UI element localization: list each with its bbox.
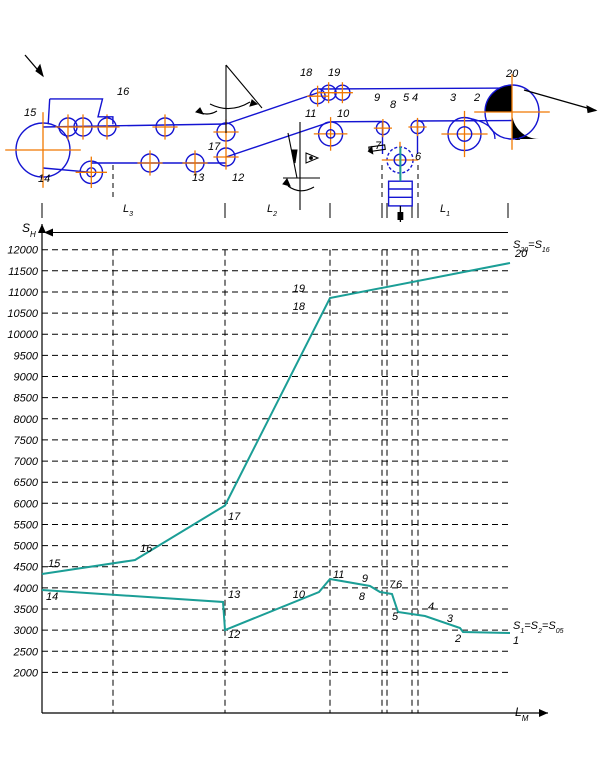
svg-text:16: 16 <box>117 86 130 98</box>
svg-text:15: 15 <box>24 107 37 119</box>
svg-text:4000: 4000 <box>14 583 39 595</box>
svg-text:8000: 8000 <box>14 414 39 426</box>
svg-text:9: 9 <box>374 92 380 104</box>
svg-text:17: 17 <box>228 511 241 523</box>
svg-text:18: 18 <box>293 301 306 313</box>
svg-text:11500: 11500 <box>8 266 39 278</box>
svg-text:2: 2 <box>473 92 480 104</box>
svg-text:7500: 7500 <box>14 435 39 447</box>
svg-text:5500: 5500 <box>14 520 39 532</box>
svg-text:12000: 12000 <box>7 245 38 257</box>
svg-text:3: 3 <box>450 92 457 104</box>
svg-text:9000: 9000 <box>14 372 39 384</box>
svg-text:S1=S2=S05: S1=S2=S05 <box>513 620 564 635</box>
svg-text:1: 1 <box>515 131 521 143</box>
svg-text:11: 11 <box>333 569 344 581</box>
svg-text:11000: 11000 <box>8 287 39 299</box>
svg-text:14: 14 <box>38 173 50 185</box>
svg-text:SH: SH <box>22 221 36 239</box>
svg-text:LM: LM <box>515 705 529 723</box>
svg-text:6500: 6500 <box>14 477 39 489</box>
svg-text:10: 10 <box>337 108 350 120</box>
svg-text:6000: 6000 <box>14 498 39 510</box>
svg-text:L3: L3 <box>123 203 133 218</box>
svg-text:13: 13 <box>228 589 241 601</box>
svg-text:4: 4 <box>412 92 418 104</box>
svg-text:10500: 10500 <box>7 308 38 320</box>
svg-text:10000: 10000 <box>7 329 38 341</box>
svg-text:5: 5 <box>392 611 399 623</box>
svg-text:13: 13 <box>192 172 205 184</box>
svg-text:4: 4 <box>428 601 434 613</box>
svg-text:12: 12 <box>228 629 240 641</box>
svg-text:3: 3 <box>447 613 454 625</box>
svg-text:11: 11 <box>305 108 316 120</box>
svg-text:2: 2 <box>454 633 461 645</box>
svg-text:18: 18 <box>300 67 313 79</box>
svg-text:5000: 5000 <box>14 541 39 553</box>
svg-text:9500: 9500 <box>14 350 39 362</box>
svg-text:5: 5 <box>403 92 410 104</box>
svg-text:3500: 3500 <box>14 604 39 616</box>
svg-text:14: 14 <box>46 591 58 603</box>
svg-text:19: 19 <box>293 283 305 295</box>
svg-text:8: 8 <box>359 591 366 603</box>
svg-text:L2: L2 <box>267 203 277 218</box>
svg-text:6: 6 <box>415 151 422 163</box>
svg-text:4500: 4500 <box>14 562 39 574</box>
svg-text:8500: 8500 <box>14 393 39 405</box>
svg-text:20: 20 <box>505 68 519 80</box>
svg-text:17: 17 <box>208 141 221 153</box>
svg-text:7: 7 <box>389 579 396 591</box>
svg-text:2500: 2500 <box>13 646 39 658</box>
svg-text:6: 6 <box>396 579 403 591</box>
svg-text:19: 19 <box>328 67 340 79</box>
svg-text:10: 10 <box>293 589 306 601</box>
svg-text:7000: 7000 <box>14 456 39 468</box>
svg-text:15: 15 <box>48 558 61 570</box>
svg-text:1: 1 <box>513 635 519 647</box>
svg-text:9: 9 <box>362 573 368 585</box>
svg-text:12: 12 <box>232 172 244 184</box>
svg-text:2000: 2000 <box>13 667 39 679</box>
svg-text:16: 16 <box>140 543 153 555</box>
svg-text:8: 8 <box>390 99 397 111</box>
svg-text:L1: L1 <box>440 203 450 218</box>
svg-text:3000: 3000 <box>14 625 39 637</box>
